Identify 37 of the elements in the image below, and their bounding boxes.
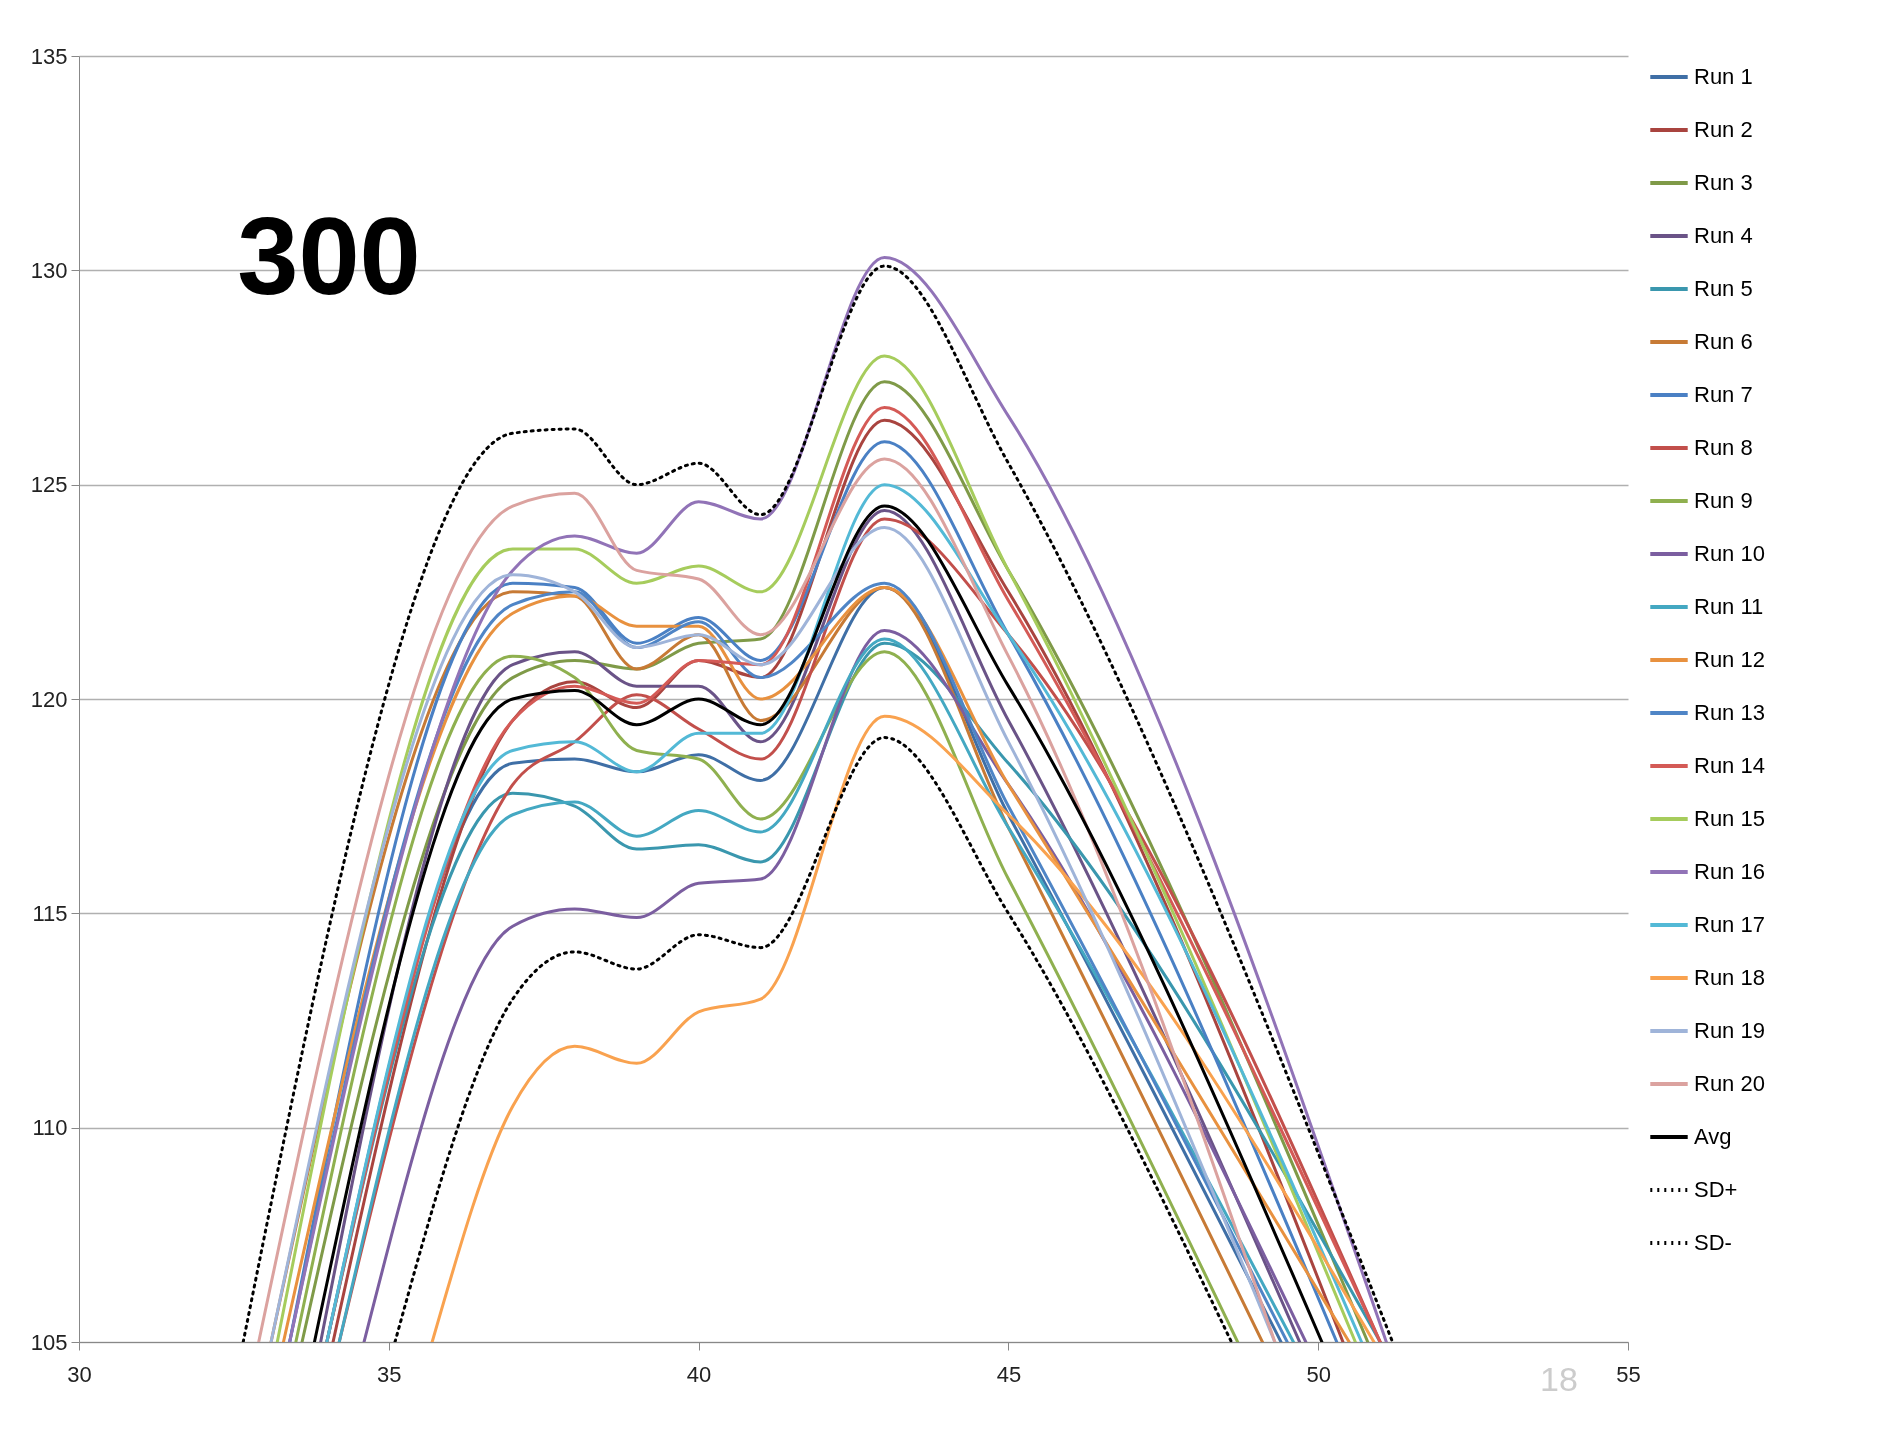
- legend-label: Run 3: [1694, 170, 1753, 195]
- y-tick-label: 115: [32, 900, 68, 926]
- legend-label: Run 11: [1694, 594, 1764, 619]
- x-tick-label: 40: [686, 1361, 712, 1387]
- annotation: 300: [237, 194, 421, 317]
- y-tick-label: 120: [30, 686, 68, 712]
- legend-label: Run 8: [1694, 435, 1753, 460]
- legend-label: Run 1: [1694, 64, 1753, 89]
- x-tick-label: 35: [377, 1361, 402, 1387]
- legend-label: Run 5: [1694, 276, 1753, 301]
- y-tick-label: 105: [30, 1329, 68, 1355]
- y-tick-label: 135: [30, 43, 68, 69]
- x-tick-label: 55: [1616, 1361, 1641, 1387]
- legend-label: Run 19: [1694, 1018, 1765, 1043]
- legend-label: Run 18: [1694, 965, 1765, 990]
- legend-label: Run 17: [1694, 912, 1765, 937]
- legend-label: Run 6: [1694, 329, 1753, 354]
- legend-label: Run 9: [1694, 488, 1753, 513]
- legend-label: Run 15: [1694, 806, 1765, 831]
- y-tick-label: 110: [32, 1115, 68, 1141]
- legend-label: Run 20: [1694, 1071, 1765, 1096]
- x-tick-label: 45: [996, 1361, 1022, 1387]
- legend-label: SD-: [1694, 1230, 1732, 1255]
- legend-label: Run 4: [1694, 223, 1753, 248]
- legend-label: Run 10: [1694, 541, 1765, 566]
- legend-label: Run 13: [1694, 700, 1765, 725]
- y-tick-label: 130: [30, 257, 68, 283]
- legend-label: Run 14: [1694, 753, 1765, 778]
- legend-label: Run 12: [1694, 647, 1765, 672]
- x-tick-label: 50: [1306, 1361, 1331, 1387]
- y-tick-label: 125: [30, 472, 68, 498]
- legend-label: Avg: [1694, 1124, 1732, 1149]
- legend-label: Run 2: [1694, 117, 1753, 142]
- x-tick-label: 30: [67, 1361, 92, 1387]
- legend-label: Run 16: [1694, 859, 1765, 884]
- legend-label: Run 7: [1694, 382, 1753, 407]
- legend-label: SD+: [1694, 1177, 1738, 1202]
